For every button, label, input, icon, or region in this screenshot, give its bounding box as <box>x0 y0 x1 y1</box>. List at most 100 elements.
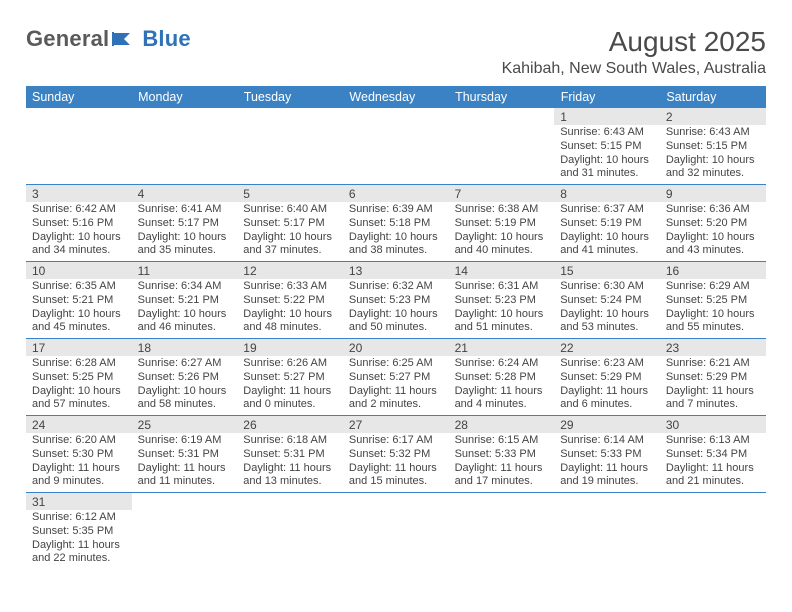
sunset-line: Sunset: 5:16 PM <box>32 217 126 231</box>
sunset-line: Sunset: 5:24 PM <box>560 294 654 308</box>
daylight-line: Daylight: 10 hours and 46 minutes. <box>138 308 232 336</box>
sunrise-line: Sunrise: 6:21 AM <box>666 357 760 371</box>
sunset-line: Sunset: 5:23 PM <box>455 294 549 308</box>
sunrise-line: Sunrise: 6:37 AM <box>560 203 654 217</box>
sunrise-line: Sunrise: 6:17 AM <box>349 434 443 448</box>
calendar-cell <box>26 108 132 185</box>
calendar-cell <box>132 493 238 570</box>
header: General Blue August 2025 Kahibah, New So… <box>26 26 766 78</box>
day-number: 14 <box>449 262 555 279</box>
sunrise-line: Sunrise: 6:30 AM <box>560 280 654 294</box>
sunrise-line: Sunrise: 6:15 AM <box>455 434 549 448</box>
calendar-cell: 25Sunrise: 6:19 AMSunset: 5:31 PMDayligh… <box>132 416 238 493</box>
daylight-line: Daylight: 10 hours and 51 minutes. <box>455 308 549 336</box>
daylight-line: Daylight: 10 hours and 55 minutes. <box>666 308 760 336</box>
daylight-line: Daylight: 10 hours and 41 minutes. <box>560 231 654 259</box>
calendar-cell: 20Sunrise: 6:25 AMSunset: 5:27 PMDayligh… <box>343 339 449 416</box>
day-number: 25 <box>132 416 238 433</box>
calendar-cell: 2Sunrise: 6:43 AMSunset: 5:15 PMDaylight… <box>660 108 766 185</box>
sunset-line: Sunset: 5:20 PM <box>666 217 760 231</box>
daylight-line: Daylight: 11 hours and 11 minutes. <box>138 462 232 490</box>
dayname-monday: Monday <box>132 86 238 108</box>
dayname-saturday: Saturday <box>660 86 766 108</box>
day-number: 30 <box>660 416 766 433</box>
daylight-line: Daylight: 11 hours and 4 minutes. <box>455 385 549 413</box>
sunset-line: Sunset: 5:33 PM <box>455 448 549 462</box>
day-number: 29 <box>554 416 660 433</box>
day-number: 9 <box>660 185 766 202</box>
daylight-line: Daylight: 11 hours and 13 minutes. <box>243 462 337 490</box>
day-number: 6 <box>343 185 449 202</box>
calendar-week: 31Sunrise: 6:12 AMSunset: 5:35 PMDayligh… <box>26 493 766 570</box>
sunset-line: Sunset: 5:22 PM <box>243 294 337 308</box>
daylight-line: Daylight: 11 hours and 21 minutes. <box>666 462 760 490</box>
sunset-line: Sunset: 5:15 PM <box>666 140 760 154</box>
sunset-line: Sunset: 5:25 PM <box>32 371 126 385</box>
calendar-table: Sunday Monday Tuesday Wednesday Thursday… <box>26 86 766 569</box>
sunrise-line: Sunrise: 6:31 AM <box>455 280 549 294</box>
location-label: Kahibah, New South Wales, Australia <box>502 60 766 78</box>
day-number: 7 <box>449 185 555 202</box>
daylight-line: Daylight: 10 hours and 32 minutes. <box>666 154 760 182</box>
calendar-week: 3Sunrise: 6:42 AMSunset: 5:16 PMDaylight… <box>26 185 766 262</box>
sunset-line: Sunset: 5:26 PM <box>138 371 232 385</box>
daylight-line: Daylight: 10 hours and 57 minutes. <box>32 385 126 413</box>
day-number: 12 <box>237 262 343 279</box>
calendar-cell <box>343 108 449 185</box>
daylight-line: Daylight: 10 hours and 34 minutes. <box>32 231 126 259</box>
sunrise-line: Sunrise: 6:43 AM <box>666 126 760 140</box>
daylight-line: Daylight: 10 hours and 40 minutes. <box>455 231 549 259</box>
daylight-line: Daylight: 10 hours and 45 minutes. <box>32 308 126 336</box>
sunrise-line: Sunrise: 6:12 AM <box>32 511 126 525</box>
sunset-line: Sunset: 5:25 PM <box>666 294 760 308</box>
day-number: 17 <box>26 339 132 356</box>
daylight-line: Daylight: 11 hours and 6 minutes. <box>560 385 654 413</box>
sunset-line: Sunset: 5:23 PM <box>349 294 443 308</box>
sunrise-line: Sunrise: 6:20 AM <box>32 434 126 448</box>
daylight-line: Daylight: 10 hours and 58 minutes. <box>138 385 232 413</box>
calendar-cell: 15Sunrise: 6:30 AMSunset: 5:24 PMDayligh… <box>554 262 660 339</box>
calendar-cell: 31Sunrise: 6:12 AMSunset: 5:35 PMDayligh… <box>26 493 132 570</box>
page-title: August 2025 <box>502 26 766 58</box>
sunset-line: Sunset: 5:15 PM <box>560 140 654 154</box>
calendar-week: 17Sunrise: 6:28 AMSunset: 5:25 PMDayligh… <box>26 339 766 416</box>
calendar-cell <box>237 108 343 185</box>
day-number: 10 <box>26 262 132 279</box>
sunrise-line: Sunrise: 6:18 AM <box>243 434 337 448</box>
day-number: 4 <box>132 185 238 202</box>
sunrise-line: Sunrise: 6:36 AM <box>666 203 760 217</box>
calendar-cell: 5Sunrise: 6:40 AMSunset: 5:17 PMDaylight… <box>237 185 343 262</box>
sunrise-line: Sunrise: 6:13 AM <box>666 434 760 448</box>
dayname-sunday: Sunday <box>26 86 132 108</box>
calendar-week: 1Sunrise: 6:43 AMSunset: 5:15 PMDaylight… <box>26 108 766 185</box>
daylight-line: Daylight: 11 hours and 7 minutes. <box>666 385 760 413</box>
day-number: 19 <box>237 339 343 356</box>
sunset-line: Sunset: 5:29 PM <box>560 371 654 385</box>
sunrise-line: Sunrise: 6:42 AM <box>32 203 126 217</box>
brand-logo: General Blue <box>26 26 191 52</box>
sunrise-line: Sunrise: 6:24 AM <box>455 357 549 371</box>
day-number: 23 <box>660 339 766 356</box>
calendar-cell <box>132 108 238 185</box>
calendar-cell: 12Sunrise: 6:33 AMSunset: 5:22 PMDayligh… <box>237 262 343 339</box>
day-number: 31 <box>26 493 132 510</box>
calendar-cell: 28Sunrise: 6:15 AMSunset: 5:33 PMDayligh… <box>449 416 555 493</box>
calendar-cell: 17Sunrise: 6:28 AMSunset: 5:25 PMDayligh… <box>26 339 132 416</box>
brand-name-dark: General <box>26 26 109 52</box>
sunset-line: Sunset: 5:35 PM <box>32 525 126 539</box>
day-number: 20 <box>343 339 449 356</box>
calendar-cell: 8Sunrise: 6:37 AMSunset: 5:19 PMDaylight… <box>554 185 660 262</box>
calendar-cell: 23Sunrise: 6:21 AMSunset: 5:29 PMDayligh… <box>660 339 766 416</box>
calendar-cell: 18Sunrise: 6:27 AMSunset: 5:26 PMDayligh… <box>132 339 238 416</box>
dayname-wednesday: Wednesday <box>343 86 449 108</box>
daylight-line: Daylight: 10 hours and 48 minutes. <box>243 308 337 336</box>
sunrise-line: Sunrise: 6:35 AM <box>32 280 126 294</box>
calendar-cell: 29Sunrise: 6:14 AMSunset: 5:33 PMDayligh… <box>554 416 660 493</box>
dayname-row: Sunday Monday Tuesday Wednesday Thursday… <box>26 86 766 108</box>
sunrise-line: Sunrise: 6:29 AM <box>666 280 760 294</box>
dayname-thursday: Thursday <box>449 86 555 108</box>
dayname-tuesday: Tuesday <box>237 86 343 108</box>
calendar-cell: 16Sunrise: 6:29 AMSunset: 5:25 PMDayligh… <box>660 262 766 339</box>
calendar-week: 24Sunrise: 6:20 AMSunset: 5:30 PMDayligh… <box>26 416 766 493</box>
calendar-cell: 4Sunrise: 6:41 AMSunset: 5:17 PMDaylight… <box>132 185 238 262</box>
